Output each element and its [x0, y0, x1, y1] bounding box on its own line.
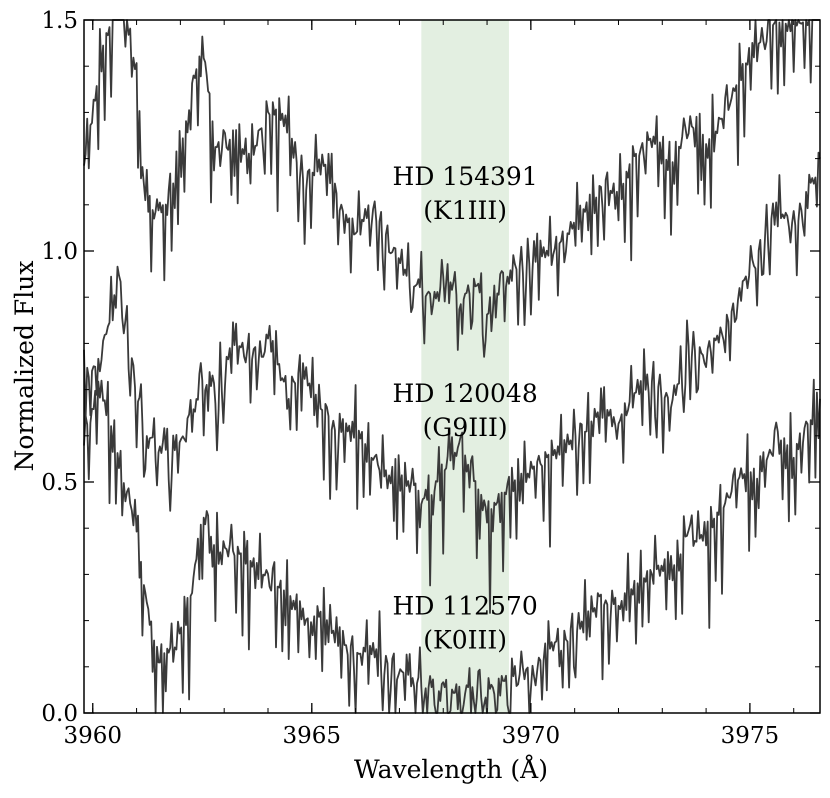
tick-labels-layer: 3960 3965 3970 3975 0.0 0.5 1.0 1.5: [41, 8, 779, 749]
series-type-label: (K1III): [423, 196, 507, 225]
series-star-label: HD 154391: [393, 162, 538, 191]
spectrum-line-1: [83, 19, 820, 358]
y-axis-title: Normalized Flux: [10, 261, 39, 472]
series-star-label: HD 112570: [393, 592, 538, 621]
ticks-layer: [84, 19, 820, 714]
y-tick-label: 0.5: [41, 470, 78, 496]
x-tick-label: 3975: [721, 723, 780, 749]
annotations-layer: HD 154391 (K1III) HD 120048 (G9III) HD 11257…: [393, 162, 538, 655]
x-tick-label: 3970: [502, 723, 561, 749]
y-tick-label: 0.0: [41, 701, 78, 727]
plot-border: [83, 19, 821, 714]
spectrum-line-2: [83, 151, 821, 614]
highlight-band: [421, 20, 509, 713]
x-axis-title: Wavelength (Å): [354, 754, 548, 784]
plot-frame: [83, 19, 821, 714]
highlight-band-layer: [421, 20, 509, 713]
series-type-label: (K0III): [423, 626, 507, 655]
series-star-label: HD 120048: [393, 379, 538, 408]
spectra-layer: [83, 19, 821, 714]
series-type-label: (G9III): [423, 413, 508, 442]
y-tick-label: 1.5: [41, 8, 78, 34]
x-tick-label: 3965: [283, 723, 342, 749]
y-tick-label: 1.0: [41, 239, 78, 265]
x-tick-label: 3960: [63, 723, 122, 749]
spectrum-line-3: [83, 378, 821, 714]
